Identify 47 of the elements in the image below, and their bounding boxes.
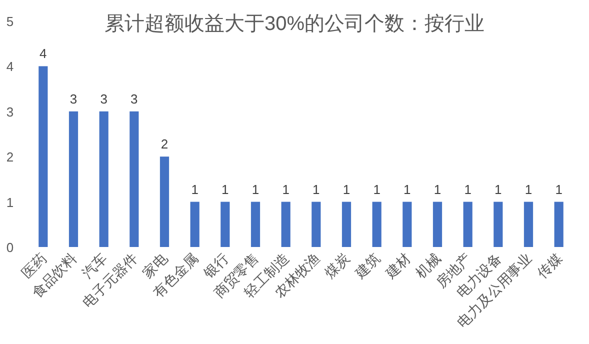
bar (494, 202, 503, 247)
data-label: 1 (555, 182, 562, 197)
bar (190, 202, 200, 247)
data-label: 1 (342, 182, 350, 197)
bar (68, 111, 78, 247)
data-label: 2 (160, 136, 168, 152)
data-label: 1 (373, 182, 380, 197)
chart-title: 累计超额收益大于30%的公司个数：按行业 (104, 13, 485, 35)
data-label: 1 (524, 182, 532, 197)
data-label: 1 (404, 182, 411, 197)
data-label: 3 (70, 91, 78, 106)
x-tick-label: 煤炭 (322, 250, 353, 281)
bar (524, 202, 534, 247)
y-tick-label: 4 (6, 59, 14, 74)
bar (160, 156, 170, 247)
bar (402, 202, 412, 247)
data-label: 1 (222, 182, 229, 197)
data-label: 1 (464, 182, 472, 197)
x-tick-label: 建材 (381, 250, 414, 282)
bar (250, 202, 260, 247)
y-tick-label: 3 (6, 104, 14, 120)
bar (38, 66, 48, 247)
y-tick-label: 5 (6, 14, 14, 29)
bar (281, 202, 290, 247)
data-label: 1 (434, 182, 442, 197)
data-label: 3 (130, 91, 138, 106)
bar (372, 202, 382, 247)
bar (130, 111, 139, 247)
y-tick-label: 0 (6, 240, 14, 255)
bar (99, 111, 108, 247)
data-label: 4 (40, 46, 47, 62)
data-label: 1 (191, 182, 198, 197)
bar (312, 202, 321, 247)
y-tick-label: 2 (6, 150, 14, 165)
data-label: 1 (494, 182, 502, 197)
bar (342, 202, 352, 247)
data-label: 1 (252, 182, 260, 197)
data-label: 3 (100, 91, 108, 106)
bar (554, 202, 564, 247)
x-tick-label: 传媒 (534, 250, 565, 281)
bar (220, 202, 230, 247)
x-tick-label: 建筑 (351, 250, 383, 282)
y-tick-label: 1 (6, 194, 14, 210)
bar (463, 202, 472, 247)
data-label: 1 (312, 182, 320, 197)
data-label: 1 (282, 182, 290, 197)
bar (432, 202, 442, 247)
